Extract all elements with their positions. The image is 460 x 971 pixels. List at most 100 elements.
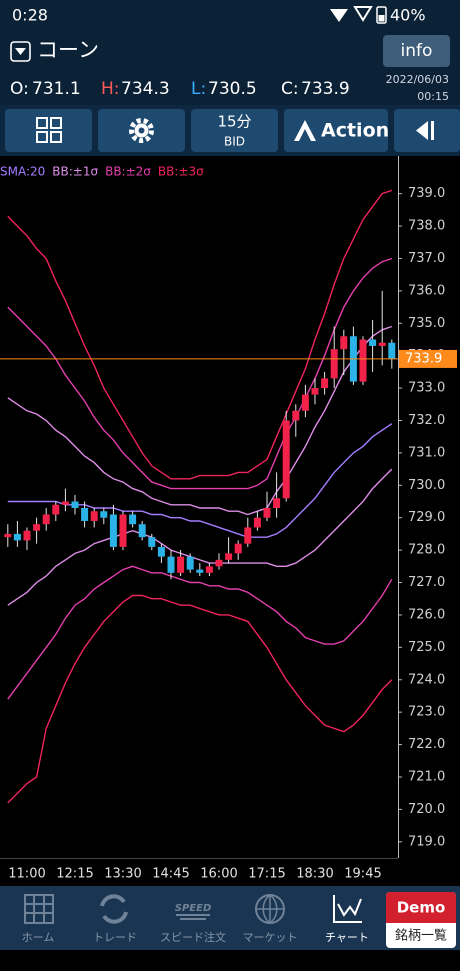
candle-body [81, 508, 89, 521]
battery-text: 40% [390, 6, 426, 25]
action-icon [294, 120, 316, 141]
close-value: 733.9 [301, 79, 350, 99]
y-tick-label: 732.0 [408, 413, 445, 428]
quote-time: 00:15 [417, 90, 449, 103]
y-tick-label: 736.0 [408, 283, 445, 298]
candle-body [340, 336, 348, 350]
candle-body [33, 524, 41, 531]
y-tick-label: 735.0 [408, 316, 445, 331]
nav-trade[interactable]: トレード [93, 894, 137, 944]
low-label: L: [191, 79, 206, 99]
legend-entry: BB:±2σ [105, 165, 151, 179]
candle-body [71, 501, 79, 508]
action-label: Action [321, 120, 389, 142]
candle-body [61, 501, 69, 505]
legend-entry: SMA:20 [0, 165, 45, 179]
y-tick-label: 727.0 [408, 575, 445, 590]
band-line [7, 468, 393, 606]
candle-body [167, 556, 175, 573]
x-tick-label: 16:00 [200, 867, 237, 882]
open-value: 731.1 [32, 79, 81, 99]
wifi-icon [330, 9, 348, 22]
candle-body [388, 342, 396, 359]
status-time: 0:28 [12, 6, 48, 25]
symbol-title: コーン [37, 38, 99, 62]
timeframe-button[interactable]: 15分 BID [191, 109, 278, 152]
nav-market[interactable]: マーケット [243, 894, 298, 944]
nav-home[interactable]: ホーム [22, 894, 55, 944]
y-tick-label: 728.0 [408, 543, 445, 558]
symbol-dropdown[interactable]: コーン [10, 38, 99, 62]
battery-icon [376, 6, 387, 24]
y-tick-label: 726.0 [408, 607, 445, 622]
candle-body [138, 524, 146, 538]
x-tick-label: 14:45 [152, 867, 189, 882]
band-line [7, 565, 393, 700]
chart-icon-axes [333, 895, 362, 923]
y-tick-label: 737.0 [408, 251, 445, 266]
candle-body [369, 339, 377, 346]
gear-teeth [129, 118, 154, 143]
settings-button[interactable] [98, 109, 185, 152]
y-tick-label: 723.0 [408, 705, 445, 720]
candle-body [282, 420, 290, 499]
candle-body [129, 514, 137, 525]
candle-body [253, 517, 261, 528]
bottom-nav [0, 886, 460, 950]
info-label: info [401, 41, 433, 61]
candle-body [157, 546, 165, 557]
close-label: C: [281, 79, 299, 99]
last-price-label: 733.9 [405, 351, 442, 366]
info-button[interactable]: info [383, 35, 450, 67]
candle-body [263, 508, 271, 518]
button-bg [5, 109, 92, 152]
y-tick-label: 721.0 [408, 769, 445, 784]
candle-body [301, 394, 309, 411]
nav-label: ホーム [22, 931, 55, 944]
y-tick-label: 729.0 [408, 510, 445, 525]
speed-icon-text: SPEED [175, 903, 212, 914]
speed-icon-lines [176, 914, 210, 920]
demo-label: Demo [397, 899, 446, 917]
candle-body [13, 533, 21, 541]
x-tick-label: 12:15 [56, 867, 93, 882]
nav-chart[interactable]: チャート [325, 895, 369, 944]
quote-date: 2022/06/03 [386, 73, 449, 86]
candle-body [109, 514, 117, 547]
x-tick-label: 13:30 [104, 867, 141, 882]
y-tick-label: 733.0 [408, 381, 445, 396]
symbol-list-button[interactable]: Demo 銘柄一覧 [386, 892, 456, 948]
candle-body [148, 537, 156, 547]
candle-body [42, 514, 50, 525]
button-bg [284, 109, 388, 152]
band-line [7, 325, 393, 516]
market-icon-lines [256, 894, 284, 924]
layout-button[interactable] [5, 109, 92, 152]
collapse-arrow [416, 121, 428, 140]
band-line [7, 189, 393, 480]
candle-body [234, 543, 242, 554]
candle-body [186, 556, 194, 570]
candle-body [273, 498, 281, 508]
action-button[interactable]: Action [284, 109, 389, 152]
button-bg [191, 109, 278, 152]
band-line [7, 257, 393, 490]
candle-body [205, 566, 213, 573]
legend-entry: BB:±1σ [52, 165, 98, 179]
candle-body [359, 339, 367, 382]
price-type-label: BID [224, 135, 245, 149]
battery-level [378, 15, 385, 22]
signal-icon [353, 6, 373, 22]
collapse-button[interactable] [394, 109, 460, 152]
y-tick-label: 724.0 [408, 672, 445, 687]
y-tick-label: 739.0 [408, 186, 445, 201]
chart-area[interactable] [0, 156, 460, 886]
legend-entry: BB:±3σ [158, 165, 204, 179]
nav-speed[interactable]: SPEED スピード注文 [160, 903, 226, 944]
candle-body [321, 378, 329, 389]
grid-icon [36, 117, 62, 143]
demo-badge [386, 892, 456, 923]
candle-body [90, 511, 98, 521]
y-tick-label: 738.0 [408, 219, 445, 234]
